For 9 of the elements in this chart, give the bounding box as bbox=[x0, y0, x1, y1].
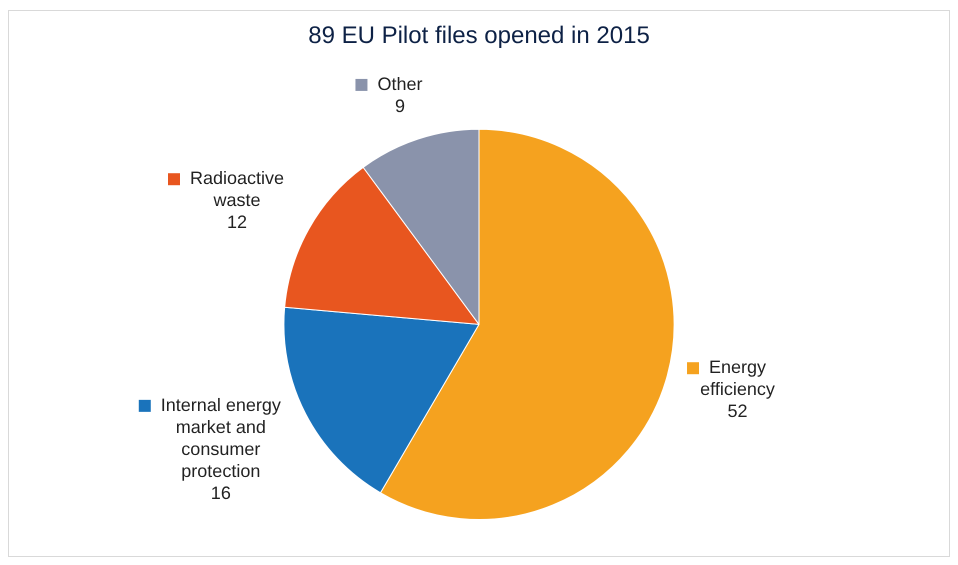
data-label: 52 bbox=[728, 401, 748, 422]
data-label: 16 bbox=[210, 482, 231, 503]
data-label: 12 bbox=[227, 212, 248, 232]
legend-label: Internal energy market and consumer protection bbox=[160, 394, 281, 481]
legend-label: Other bbox=[377, 74, 422, 94]
legend-label: Energy efficiency bbox=[700, 357, 775, 400]
legend-label: Radioactive waste bbox=[190, 168, 284, 210]
data-label: 9 bbox=[394, 96, 405, 116]
chart-title: 89 EU Pilot files opened in 2015 bbox=[308, 22, 650, 50]
